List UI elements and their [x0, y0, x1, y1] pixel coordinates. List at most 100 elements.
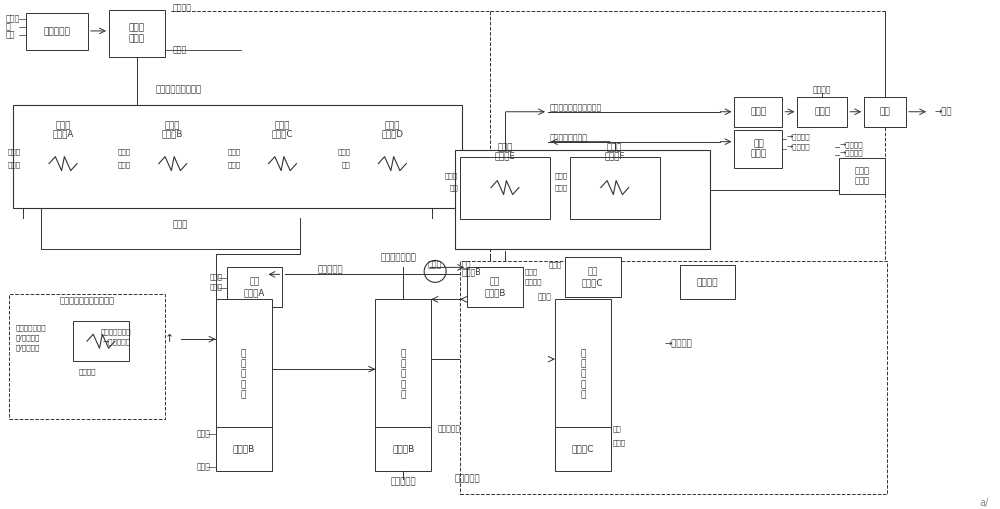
- Text: 液态离开冷凝器: 液态离开冷凝器: [380, 253, 416, 262]
- Bar: [555, 299, 611, 449]
- Text: 反应生成气进口: 反应生成气进口: [16, 324, 47, 330]
- Text: 引风机: 引风机: [750, 107, 766, 116]
- Text: 无水式: 无水式: [165, 121, 180, 130]
- Bar: [680, 265, 735, 299]
- Bar: [570, 157, 660, 218]
- Text: 冷凝器E: 冷凝器E: [495, 151, 515, 160]
- Bar: [73, 321, 129, 361]
- Text: 无水式: 无水式: [385, 121, 400, 130]
- Bar: [216, 427, 272, 471]
- Text: →冷导热油: →冷导热油: [839, 142, 863, 148]
- Text: 冷凝器C: 冷凝器C: [272, 129, 293, 138]
- Text: 导热油: 导热油: [197, 430, 211, 439]
- Text: 冷凝水: 冷凝水: [613, 440, 626, 446]
- Text: 高沸点杂质: 高沸点杂质: [390, 477, 416, 487]
- Text: 导热油: 导热油: [549, 261, 562, 268]
- Text: 导热油: 导热油: [538, 293, 552, 302]
- Text: 剩余反应生成气出冷凝器: 剩余反应生成气出冷凝器: [550, 103, 602, 112]
- Text: 高沸点杂质: 高沸点杂质: [454, 474, 480, 484]
- Text: 液相出口: 液相出口: [78, 369, 96, 376]
- Text: 塔顶: 塔顶: [462, 260, 472, 269]
- Text: 制产蒸汽: 制产蒸汽: [525, 278, 542, 285]
- Text: 原盐水: 原盐水: [210, 283, 223, 290]
- Text: →惰气体出口: →惰气体出口: [103, 338, 131, 345]
- Text: a/: a/: [980, 498, 989, 508]
- Bar: [23, 135, 103, 192]
- Bar: [227, 267, 282, 307]
- Bar: [13, 105, 462, 208]
- Text: 冷凝水: 冷凝水: [525, 268, 538, 275]
- Text: 塔顶
冷凝器A: 塔顶 冷凝器A: [244, 277, 265, 297]
- Text: 再沸器B: 再沸器B: [232, 444, 255, 454]
- Text: 原盐水: 原盐水: [555, 185, 568, 191]
- Text: 泡罩泵: 泡罩泵: [428, 260, 442, 269]
- Text: 塔顶
冷凝器B: 塔顶 冷凝器B: [484, 277, 506, 297]
- Text: 再沸器C: 再沸器C: [572, 444, 594, 454]
- Text: 无水式: 无水式: [497, 143, 513, 152]
- Text: →硫铵: →硫铵: [934, 107, 952, 116]
- Text: 三甲苯: 三甲苯: [6, 14, 20, 23]
- Text: 无水式
冷凝器: 无水式 冷凝器: [855, 166, 870, 185]
- Text: →苯二甲腈: →苯二甲腈: [665, 340, 692, 349]
- Text: →冷导热油: →冷导热油: [786, 144, 810, 150]
- Bar: [734, 97, 782, 127]
- Text: →冷导热油: →冷导热油: [786, 133, 810, 140]
- Text: 高沸点杂质: 高沸点杂质: [437, 425, 460, 434]
- Text: 减
压
脱
轻
塔: 减 压 脱 轻 塔: [580, 349, 585, 400]
- Text: ↑: ↑: [164, 334, 174, 344]
- Text: 原盐水: 原盐水: [8, 149, 21, 155]
- Text: 再沸器B: 再沸器B: [392, 444, 414, 454]
- Text: 空气: 空气: [6, 31, 16, 39]
- Bar: [375, 427, 431, 471]
- Bar: [26, 13, 88, 50]
- Text: 轻组分杂质: 轻组分杂质: [318, 265, 343, 274]
- Text: 反应生成气出口: 反应生成气出口: [100, 328, 131, 334]
- Bar: [375, 299, 431, 449]
- Text: 无水式冷凝器各接口示意: 无水式冷凝器各接口示意: [59, 297, 114, 306]
- Text: 冷凝器A: 冷凝器A: [52, 129, 74, 138]
- Bar: [839, 158, 885, 193]
- Text: 真空系统: 真空系统: [697, 278, 718, 287]
- Text: 冷凝水: 冷凝水: [337, 149, 350, 155]
- Text: 常
压
脱
轻
塔: 常 压 脱 轻 塔: [241, 349, 246, 400]
- Text: 蒸汽: 蒸汽: [613, 426, 621, 432]
- Bar: [734, 130, 782, 167]
- Text: 稀硫酸液: 稀硫酸液: [813, 86, 832, 94]
- Text: 喷淋液: 喷淋液: [173, 220, 188, 229]
- Text: 减
压
脱
轻
塔: 减 压 脱 轻 塔: [401, 349, 406, 400]
- Text: 无水式: 无水式: [607, 143, 622, 152]
- Text: 原盐水: 原盐水: [555, 172, 568, 179]
- Text: 冷凝水: 冷凝水: [173, 45, 187, 54]
- Bar: [216, 299, 272, 449]
- Bar: [460, 157, 550, 218]
- Text: 原盐水: 原盐水: [118, 162, 131, 168]
- Text: 氨: 氨: [6, 22, 11, 32]
- Bar: [455, 150, 710, 249]
- Bar: [133, 135, 213, 192]
- Text: 蒸汽: 蒸汽: [342, 162, 350, 168]
- Text: 反应生成气进冷凝器: 反应生成气进冷凝器: [156, 86, 202, 94]
- Text: 冷凝器F: 冷凝器F: [605, 151, 625, 160]
- Text: 无水式: 无水式: [275, 121, 290, 130]
- Text: 无水式: 无水式: [55, 121, 71, 130]
- Text: 原盐水: 原盐水: [118, 149, 131, 155]
- Text: 蒸汽: 蒸汽: [449, 185, 458, 191]
- Text: 尾气
冷凝器: 尾气 冷凝器: [750, 139, 766, 158]
- Text: 挥发气体出冷凝器: 挥发气体出冷凝器: [550, 133, 588, 142]
- Text: 冷凝器B: 冷凝器B: [162, 129, 183, 138]
- Text: 冷/热分器口: 冷/热分器口: [16, 334, 40, 341]
- Text: 原盐水: 原盐水: [8, 162, 21, 168]
- Bar: [352, 135, 432, 192]
- Text: 原盐水: 原盐水: [210, 273, 223, 279]
- Bar: [864, 97, 906, 127]
- Bar: [243, 135, 322, 192]
- Bar: [109, 10, 165, 57]
- Bar: [9, 294, 165, 419]
- Text: 塔顶
冷凝器C: 塔顶 冷凝器C: [582, 268, 603, 287]
- Bar: [555, 427, 611, 471]
- Bar: [797, 97, 847, 127]
- Text: 原盐水: 原盐水: [227, 162, 241, 168]
- Text: 导热油: 导热油: [197, 463, 211, 471]
- Text: →冷导热油: →冷导热油: [839, 149, 863, 156]
- Text: 吸收: 吸收: [880, 107, 891, 116]
